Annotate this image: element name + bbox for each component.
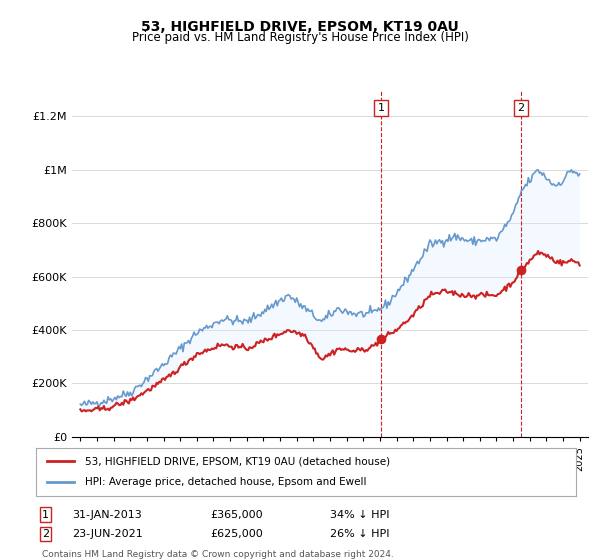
Text: £625,000: £625,000 xyxy=(210,529,263,539)
Text: 31-JAN-2013: 31-JAN-2013 xyxy=(72,510,142,520)
Text: 1: 1 xyxy=(378,103,385,113)
Text: 1: 1 xyxy=(42,510,49,520)
Text: 2: 2 xyxy=(42,529,49,539)
Text: 53, HIGHFIELD DRIVE, EPSOM, KT19 0AU: 53, HIGHFIELD DRIVE, EPSOM, KT19 0AU xyxy=(141,20,459,34)
Text: HPI: Average price, detached house, Epsom and Ewell: HPI: Average price, detached house, Epso… xyxy=(85,477,366,487)
Text: 23-JUN-2021: 23-JUN-2021 xyxy=(72,529,143,539)
Text: £365,000: £365,000 xyxy=(210,510,263,520)
Text: Price paid vs. HM Land Registry's House Price Index (HPI): Price paid vs. HM Land Registry's House … xyxy=(131,31,469,44)
Text: 34% ↓ HPI: 34% ↓ HPI xyxy=(330,510,389,520)
Text: 2: 2 xyxy=(518,103,524,113)
Text: 53, HIGHFIELD DRIVE, EPSOM, KT19 0AU (detached house): 53, HIGHFIELD DRIVE, EPSOM, KT19 0AU (de… xyxy=(85,456,390,466)
Text: 26% ↓ HPI: 26% ↓ HPI xyxy=(330,529,389,539)
Text: Contains HM Land Registry data © Crown copyright and database right 2024.
This d: Contains HM Land Registry data © Crown c… xyxy=(42,550,394,560)
